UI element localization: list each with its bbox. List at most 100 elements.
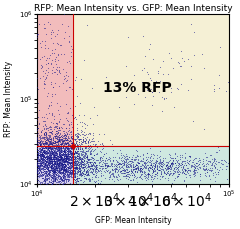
Point xyxy=(125,156,129,160)
Point xyxy=(74,166,78,169)
Point xyxy=(54,136,58,140)
Point xyxy=(36,180,39,184)
Point xyxy=(71,170,75,174)
Point xyxy=(69,135,72,138)
Point xyxy=(57,155,61,159)
Point xyxy=(129,163,132,167)
Point xyxy=(74,159,78,163)
Point xyxy=(54,172,58,175)
Point xyxy=(152,174,156,178)
Point xyxy=(57,149,61,152)
Point xyxy=(216,160,220,164)
Point xyxy=(35,162,39,165)
Point xyxy=(46,154,50,158)
Point xyxy=(56,163,60,167)
Point xyxy=(67,161,71,165)
Point xyxy=(57,145,60,149)
Point xyxy=(71,144,74,148)
Point xyxy=(157,155,161,158)
Point xyxy=(44,143,48,146)
Point xyxy=(57,126,61,130)
Point xyxy=(175,170,179,174)
Point xyxy=(136,167,140,170)
Point xyxy=(69,175,73,179)
Point xyxy=(62,164,66,167)
Point xyxy=(182,167,186,171)
Point xyxy=(47,164,51,167)
Point xyxy=(74,150,78,154)
Point xyxy=(52,143,56,146)
Point xyxy=(126,165,129,168)
Point xyxy=(76,163,79,166)
Point xyxy=(54,161,57,165)
Point xyxy=(40,163,44,166)
Point xyxy=(51,65,55,68)
Point xyxy=(157,168,161,171)
Point xyxy=(54,67,58,71)
Point xyxy=(161,161,165,164)
Point xyxy=(55,152,59,156)
Point xyxy=(62,149,66,153)
Point xyxy=(78,143,82,147)
Point xyxy=(178,153,181,156)
Point xyxy=(112,163,116,166)
Point xyxy=(125,95,128,98)
Point xyxy=(72,135,75,139)
Point xyxy=(69,164,72,167)
Point xyxy=(65,138,69,141)
Point xyxy=(56,53,60,57)
Point xyxy=(57,175,61,178)
Point xyxy=(61,170,65,174)
Point xyxy=(36,166,40,170)
Point xyxy=(207,168,211,172)
Point xyxy=(39,46,43,49)
Point xyxy=(40,148,43,151)
Point xyxy=(144,163,147,166)
Point xyxy=(75,155,79,158)
Point xyxy=(56,129,60,132)
Point xyxy=(42,169,46,173)
Point xyxy=(104,162,108,165)
Point xyxy=(91,157,95,160)
Point xyxy=(62,147,66,150)
Point xyxy=(78,165,81,169)
Point xyxy=(122,162,126,165)
Point xyxy=(69,164,72,167)
Point xyxy=(65,156,69,160)
Point xyxy=(70,140,74,144)
Point xyxy=(86,164,90,167)
Point xyxy=(43,26,47,29)
Point xyxy=(105,165,109,169)
Point xyxy=(108,156,112,160)
Point xyxy=(72,169,76,173)
Point xyxy=(50,173,54,177)
Point xyxy=(50,147,54,150)
Point xyxy=(38,140,42,144)
Point xyxy=(64,145,68,149)
Point xyxy=(213,87,216,91)
Point xyxy=(53,125,56,129)
Point xyxy=(41,173,45,177)
Point xyxy=(154,158,158,162)
Point xyxy=(51,168,55,172)
Point xyxy=(44,158,48,161)
Point xyxy=(63,147,67,150)
Point xyxy=(53,177,57,180)
Point xyxy=(50,111,54,115)
Point xyxy=(70,171,74,174)
Point xyxy=(46,147,49,151)
Point xyxy=(146,171,150,175)
Point xyxy=(54,155,58,159)
Point xyxy=(49,164,53,167)
Point xyxy=(66,151,70,155)
Point xyxy=(52,147,56,150)
Point xyxy=(48,156,52,160)
Point xyxy=(103,158,107,162)
Point xyxy=(38,141,42,144)
Point xyxy=(173,153,177,156)
Point xyxy=(132,174,136,177)
Point xyxy=(71,87,74,90)
Point xyxy=(67,170,71,174)
Point xyxy=(75,137,79,140)
Point xyxy=(169,161,173,165)
